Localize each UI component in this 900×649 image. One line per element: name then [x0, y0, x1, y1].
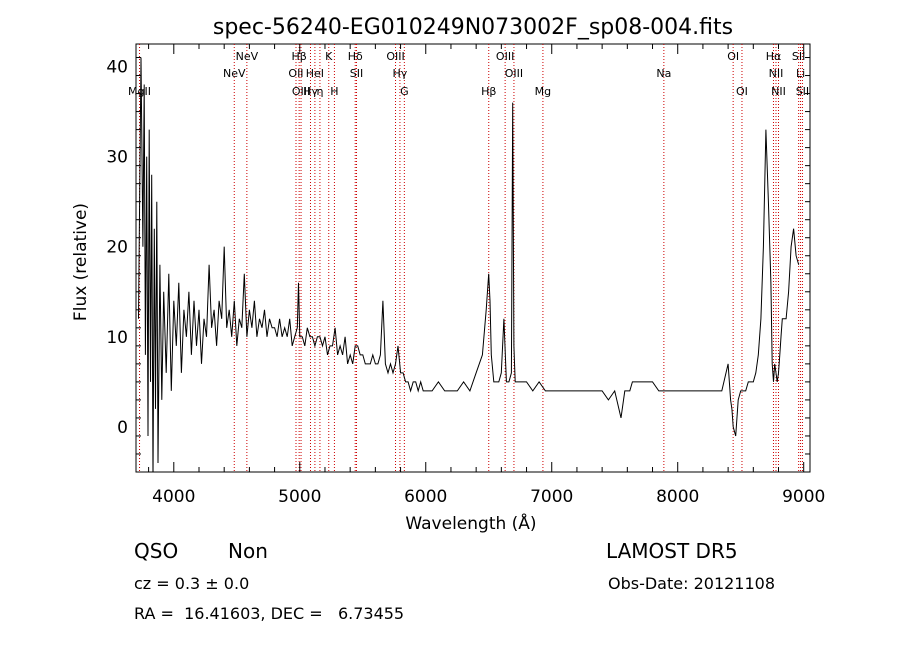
line-label: OI — [736, 85, 748, 98]
y-tick-label: 20 — [106, 238, 128, 258]
line-label: η — [316, 85, 323, 98]
y-tick-label: 30 — [106, 148, 128, 168]
line-label: SII — [796, 85, 809, 98]
line-markers — [139, 44, 803, 472]
line-label: NeV — [223, 67, 246, 80]
x-tick-label: 6000 — [404, 487, 447, 507]
x-axis-label: Wavelength (Å) — [405, 512, 536, 534]
plot-border — [135, 43, 811, 473]
line-label: Mg — [535, 85, 551, 98]
line-label: Li — [796, 67, 805, 80]
line-label: G — [400, 85, 409, 98]
y-tick-label: 10 — [106, 328, 128, 348]
y-axis-ticks: 0 10 20 30 40 — [106, 57, 810, 473]
line-label: HeI — [306, 67, 324, 80]
line-label: Hβ — [291, 50, 306, 63]
line-label: Hβ — [481, 85, 496, 98]
line-label: H — [330, 85, 338, 98]
line-label: NeV — [236, 50, 259, 63]
x-tick-label: 9000 — [782, 487, 825, 507]
spectrum-line — [138, 57, 800, 472]
line-label: SII — [350, 67, 363, 80]
line-label: OI — [727, 50, 739, 63]
y-axis-label: Flux (relative) — [71, 203, 91, 321]
line-label: OIII — [496, 50, 514, 63]
line-label: OIII — [292, 85, 310, 98]
x-tick-label: 4000 — [152, 487, 195, 507]
line-label: OIII — [505, 67, 523, 80]
y-tick-label: 40 — [106, 58, 128, 78]
y-tick-label: 0 — [117, 418, 128, 438]
line-label: Hδ — [348, 50, 363, 63]
line-label: NII — [769, 67, 784, 80]
x-tick-label: 7000 — [530, 487, 573, 507]
plot-frame — [135, 43, 811, 473]
line-label: OIII — [386, 50, 404, 63]
x-axis-ticks: 4000 5000 6000 7000 8000 9000 — [148, 44, 825, 507]
line-label: NII — [771, 85, 786, 98]
line-label: Hγ — [393, 67, 408, 80]
chart-title: spec-56240-EG010249N073002F_sp08-004.fit… — [213, 15, 733, 40]
line-label: Hγ — [303, 85, 318, 98]
x-tick-label: 5000 — [278, 487, 321, 507]
line-label: Hα — [766, 50, 782, 63]
class-label: QSO — [134, 539, 179, 563]
line-label: MgII — [128, 85, 151, 98]
coords-label: RA = 16.41603, DEC = 6.73455 — [134, 604, 405, 623]
line-label: Na — [656, 67, 671, 80]
x-tick-label: 8000 — [656, 487, 699, 507]
subclass-label: Non — [228, 539, 268, 563]
survey-label: LAMOST DR5 — [606, 539, 738, 563]
line-label: OII — [288, 67, 303, 80]
cz-label: cz = 0.3 ± 0.0 — [134, 574, 250, 593]
obs-date-label: Obs-Date: 20121108 — [608, 574, 776, 593]
line-label: K — [325, 50, 333, 63]
line-label: SII — [792, 50, 805, 63]
